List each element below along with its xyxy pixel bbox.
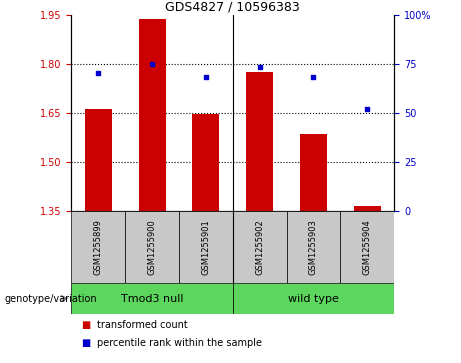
Point [202,74,210,80]
Bar [233,211,287,283]
Bar [233,283,394,314]
Text: GSM1255904: GSM1255904 [363,219,372,275]
Text: genotype/variation: genotype/variation [5,294,97,303]
Bar [287,211,340,283]
Bar [246,72,273,211]
Point [364,106,371,111]
Text: ■: ■ [81,320,90,330]
Point [95,70,102,76]
Bar [139,19,165,211]
Title: GDS4827 / 10596383: GDS4827 / 10596383 [165,0,300,13]
Bar [125,211,179,283]
Bar [179,211,233,283]
Bar [340,211,394,283]
Text: wild type: wild type [288,294,339,303]
Text: transformed count: transformed count [97,320,188,330]
Text: GSM1255899: GSM1255899 [94,219,103,275]
Point [148,61,156,66]
Text: percentile rank within the sample: percentile rank within the sample [97,338,262,348]
Text: GSM1255900: GSM1255900 [148,219,157,275]
Bar [71,211,125,283]
Bar [193,114,219,211]
Text: GSM1255902: GSM1255902 [255,219,264,275]
Text: GSM1255903: GSM1255903 [309,219,318,275]
Bar [300,134,327,211]
Text: Tmod3 null: Tmod3 null [121,294,183,303]
Bar [354,205,381,211]
Bar [71,283,233,314]
Text: ■: ■ [81,338,90,348]
Point [256,65,263,70]
Text: GSM1255901: GSM1255901 [201,219,210,275]
Bar [85,109,112,211]
Point [310,74,317,80]
